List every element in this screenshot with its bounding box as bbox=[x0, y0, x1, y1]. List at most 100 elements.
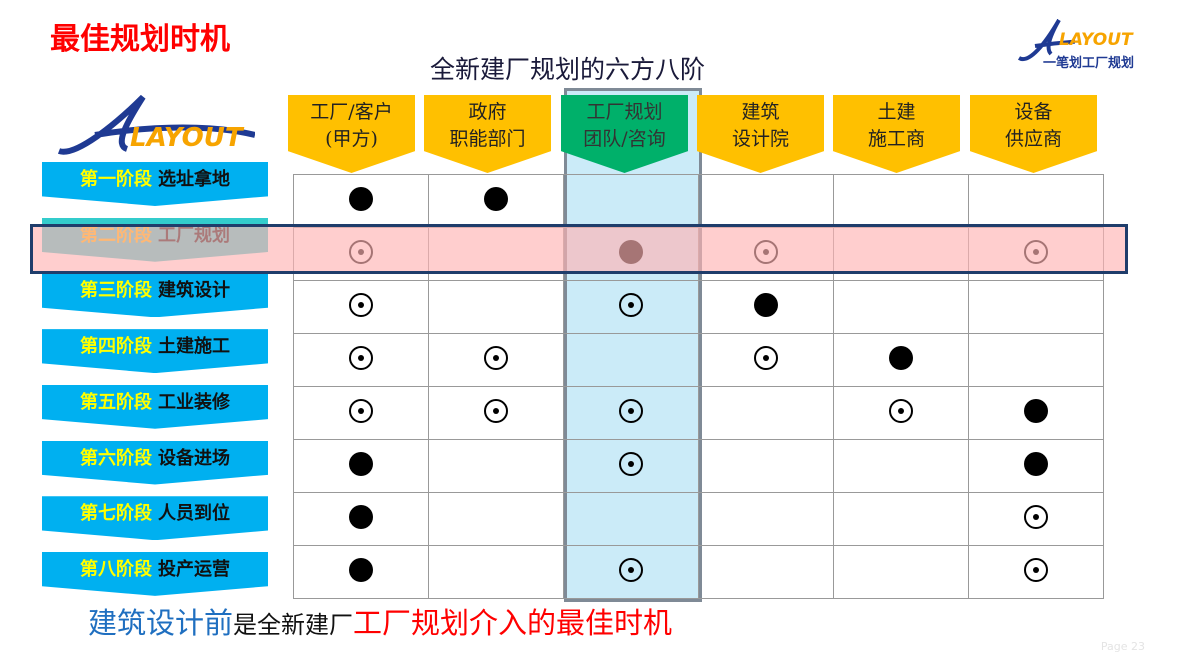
matrix-cell bbox=[293, 439, 429, 493]
matrix-cell bbox=[428, 333, 564, 387]
column-header-line1: 工厂/客户 bbox=[310, 101, 393, 123]
column-header: 建筑 设计院 bbox=[697, 95, 824, 173]
matrix-cell bbox=[698, 386, 834, 440]
matrix-cell bbox=[968, 492, 1104, 546]
main-title: 全新建厂规划的六方八阶 bbox=[430, 55, 706, 84]
matrix-cell bbox=[698, 492, 834, 546]
column-header-line1: 工厂规划 bbox=[586, 101, 663, 123]
matrix-cell bbox=[968, 333, 1104, 387]
dotted-circle-icon bbox=[484, 399, 508, 423]
matrix-row bbox=[293, 174, 1104, 228]
matrix-cell bbox=[698, 333, 834, 387]
matrix-cell bbox=[428, 386, 564, 440]
column-header-line2: (甲方) bbox=[325, 128, 378, 150]
matrix-cell bbox=[698, 439, 834, 493]
stage-name: 工业装修 bbox=[158, 391, 230, 413]
matrix-cell bbox=[833, 174, 969, 228]
matrix-cell bbox=[698, 174, 834, 228]
conclusion-text: 建筑设计前是全新建厂工厂规划介入的最佳时机 bbox=[88, 600, 672, 642]
matrix-cell bbox=[563, 492, 699, 546]
matrix-cell bbox=[833, 333, 969, 387]
stage-label: 第八阶段 投产运营 bbox=[42, 551, 268, 596]
dotted-circle-icon bbox=[1024, 558, 1048, 582]
matrix-cell bbox=[968, 386, 1104, 440]
column-header-line1: 土建 bbox=[877, 101, 916, 123]
filled-circle-icon bbox=[349, 505, 373, 529]
stage-name: 投产运营 bbox=[158, 558, 230, 580]
logo-brand: LAYOUT bbox=[1059, 30, 1133, 50]
matrix-cell bbox=[428, 439, 564, 493]
stage-number: 第五阶段 bbox=[80, 391, 152, 413]
matrix-cell bbox=[698, 545, 834, 599]
stage-name: 土建施工 bbox=[158, 336, 230, 358]
conclusion-part1: 建筑设计前 bbox=[88, 606, 234, 640]
matrix-cell bbox=[698, 280, 834, 334]
matrix-cell bbox=[833, 386, 969, 440]
matrix-cell bbox=[563, 386, 699, 440]
matrix-cell bbox=[293, 333, 429, 387]
dotted-circle-icon bbox=[619, 399, 643, 423]
conclusion-part3: 工厂规划介入的最佳时机 bbox=[353, 606, 673, 640]
stage-number: 第三阶段 bbox=[80, 280, 152, 302]
matrix-cell bbox=[968, 280, 1104, 334]
page-number: Page 23 bbox=[1100, 640, 1145, 653]
stage-number: 第四阶段 bbox=[80, 336, 152, 358]
matrix-cell bbox=[293, 492, 429, 546]
matrix-cell bbox=[293, 174, 429, 228]
logo-swoosh-icon bbox=[1017, 18, 1075, 62]
filled-circle-icon bbox=[754, 293, 778, 317]
filled-circle-icon bbox=[349, 558, 373, 582]
dotted-circle-icon bbox=[349, 399, 373, 423]
stage-name: 选址拿地 bbox=[158, 169, 230, 190]
column-header-line2: 施工商 bbox=[867, 128, 925, 150]
matrix-cell bbox=[833, 545, 969, 599]
column-header: 工厂/客户 (甲方) bbox=[288, 95, 415, 173]
dotted-circle-icon bbox=[619, 558, 643, 582]
dotted-circle-icon bbox=[1024, 505, 1048, 529]
stage-label: 第一阶段 选址拿地 bbox=[42, 162, 268, 206]
matrix-cell bbox=[293, 280, 429, 334]
logo-brand: LAYOUT bbox=[130, 123, 243, 153]
matrix-cell bbox=[563, 439, 699, 493]
stage-number: 第八阶段 bbox=[80, 558, 152, 580]
column-header-line1: 政府 bbox=[468, 101, 507, 123]
logo-top-right: LAYOUT 一笔划工厂规划 bbox=[1015, 14, 1165, 71]
matrix-cell bbox=[428, 174, 564, 228]
column-header: 设备 供应商 bbox=[970, 95, 1097, 173]
column-header-line1: 设备 bbox=[1014, 101, 1053, 123]
filled-circle-icon bbox=[484, 187, 508, 211]
matrix-row bbox=[293, 439, 1104, 493]
stage-name: 设备进场 bbox=[158, 447, 230, 469]
matrix-row bbox=[293, 280, 1104, 334]
matrix-cell bbox=[833, 492, 969, 546]
matrix-cell bbox=[833, 280, 969, 334]
stage-label: 第七阶段 人员到位 bbox=[42, 496, 268, 541]
stage-number: 第六阶段 bbox=[80, 447, 152, 469]
matrix-cell bbox=[428, 545, 564, 599]
dotted-circle-icon bbox=[619, 452, 643, 476]
matrix-row bbox=[293, 386, 1104, 440]
matrix-row bbox=[293, 545, 1104, 599]
dotted-circle-icon bbox=[349, 293, 373, 317]
column-header: 土建 施工商 bbox=[833, 95, 960, 173]
matrix-cell bbox=[833, 439, 969, 493]
column-header-line2: 供应商 bbox=[1004, 128, 1062, 150]
stage-label: 第六阶段 设备进场 bbox=[42, 440, 268, 485]
column-header-line2: 设计院 bbox=[731, 128, 789, 150]
matrix-cell bbox=[563, 545, 699, 599]
matrix-cell bbox=[563, 174, 699, 228]
highlight-row-stage-2 bbox=[30, 224, 1128, 274]
matrix-cell bbox=[563, 333, 699, 387]
matrix-cell bbox=[968, 439, 1104, 493]
dotted-circle-icon bbox=[349, 346, 373, 370]
column-header-line1: 建筑 bbox=[741, 101, 780, 123]
conclusion-part2: 是全新建厂 bbox=[233, 611, 354, 639]
filled-circle-icon bbox=[1024, 452, 1048, 476]
stage-label: 第四阶段 土建施工 bbox=[42, 329, 268, 374]
matrix-row bbox=[293, 492, 1104, 546]
logo-left: LAYOUT bbox=[55, 95, 255, 157]
matrix-cell bbox=[428, 280, 564, 334]
matrix-row bbox=[293, 333, 1104, 387]
corner-title: 最佳规划时机 bbox=[50, 22, 230, 57]
dotted-circle-icon bbox=[484, 346, 508, 370]
